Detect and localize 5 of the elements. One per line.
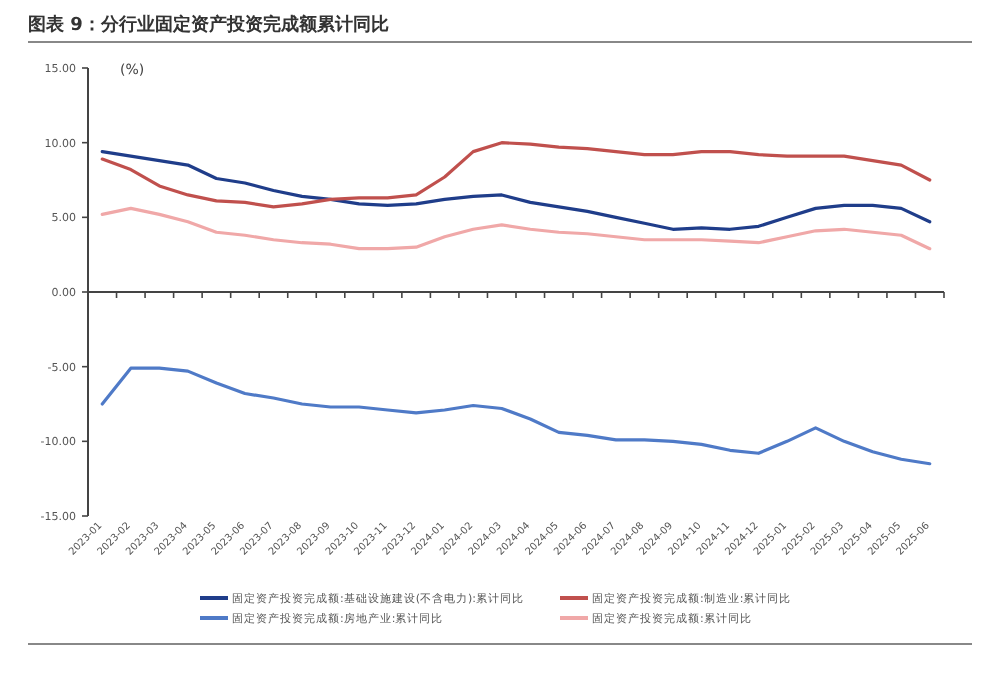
line-series [100,141,932,209]
line-series [100,366,932,466]
line-series [100,206,932,251]
chart-title: 图表 9：分行业固定资产投资完成额累计同比 [28,14,389,36]
line-series [100,150,932,231]
